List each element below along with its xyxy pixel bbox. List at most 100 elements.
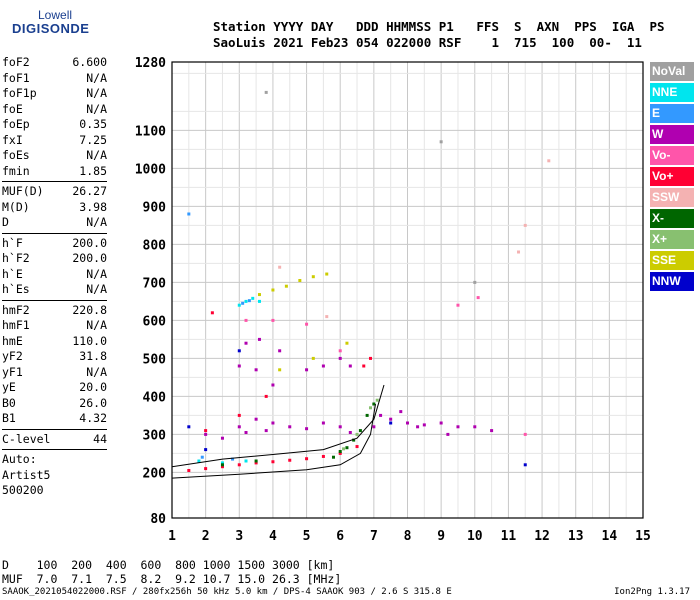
y-tick-label: 800 [143, 238, 167, 253]
data-point-x- [331, 455, 335, 459]
data-point-x- [365, 413, 369, 417]
data-point-nnw [389, 421, 393, 425]
chart-marks [187, 90, 551, 472]
x-tick-label: 10 [467, 529, 483, 544]
data-point-vo- [271, 318, 275, 322]
data-point-x- [220, 463, 224, 467]
data-point-vo- [210, 311, 214, 315]
legend-item-vo-: Vo- [650, 146, 694, 165]
auto-code: 500200 [2, 483, 44, 497]
footer-file-info: SAAOK_2021054022000.RSF / 280fx256h 50 k… [2, 587, 452, 597]
param-row: h`E N/A [2, 266, 107, 281]
data-point-nnw [204, 448, 208, 452]
data-point-w [439, 421, 443, 425]
legend-item-ssw: SSW [650, 188, 694, 207]
data-point-w [338, 425, 342, 429]
params-group-virtual-heights: h`F 200.0 h`F2 200.0 h`E N/A h`Es N/A [2, 236, 107, 298]
chart-ticks: 1 2 3 4 5 6 7 8 9 10 11 12 13 14 158020030040050060070… [135, 56, 651, 544]
data-point-vo- [254, 461, 258, 465]
data-point-ssw [325, 315, 329, 319]
y-tick-label: 600 [143, 314, 167, 329]
data-point-w [321, 364, 325, 368]
legend-item-e: E [650, 104, 694, 123]
data-point-e [247, 299, 251, 303]
param-row: MUF(D) 26.27 [2, 184, 107, 198]
params-divider [2, 181, 107, 182]
data-point-w [379, 413, 383, 417]
data-point-w [406, 421, 409, 425]
data-point-nne [244, 299, 248, 303]
data-point-nne [251, 296, 255, 300]
y-tick-label: 1000 [135, 162, 166, 177]
legend-item-vo-: Vo+ [650, 167, 694, 186]
x-tick-label: 1 [168, 529, 176, 544]
trace-profile [171, 403, 376, 479]
data-point-w [422, 423, 426, 427]
data-point-w [446, 432, 450, 436]
data-point-vo- [338, 349, 342, 353]
data-point-ssw [547, 159, 551, 163]
data-point-vo- [321, 454, 325, 458]
x-tick-label: 7 [370, 529, 378, 544]
data-point-x- [372, 402, 376, 406]
data-point-nne [237, 303, 241, 307]
param-row: fxI 7.25 [2, 132, 107, 147]
params-divider [2, 232, 107, 234]
data-point-nnw [187, 425, 191, 429]
y-tick-label: 1100 [135, 124, 166, 139]
data-point-w [490, 429, 494, 433]
data-point-w [416, 425, 420, 429]
param-row: foF1 N/A [2, 70, 107, 85]
data-point-w [338, 356, 342, 360]
data-point-sse [278, 368, 282, 372]
param-row: foF2 6.600 [2, 55, 107, 69]
data-point-sse [257, 293, 261, 297]
data-point-vo- [456, 303, 460, 307]
data-point-w [348, 431, 352, 434]
x-tick-label: 11 [501, 529, 517, 544]
data-point-vo- [204, 429, 208, 433]
logo-digisonde-text: DIGISONDE [12, 21, 90, 36]
y-tick-label: 80 [150, 512, 166, 527]
data-point-x- [355, 432, 359, 436]
x-tick-label: 6 [336, 529, 344, 544]
x-tick-label: 2 [202, 529, 210, 544]
data-point-vo- [187, 469, 191, 472]
data-point-vo- [237, 413, 241, 417]
data-point-sse [271, 288, 275, 292]
data-point-vo- [237, 463, 241, 467]
data-point-w [254, 417, 258, 421]
params-divider [2, 428, 107, 430]
data-point-sse [325, 272, 329, 276]
clevel-row: C-level 44 [2, 431, 107, 446]
data-point-nne [244, 459, 248, 463]
data-point-vo- [288, 458, 292, 462]
parameters-panel: foF2 6.600 foF1 N/A foF1p N/A foE N/A foEp 0.… [2, 55, 107, 499]
data-point-e [200, 455, 204, 459]
data-point-w [244, 341, 248, 345]
data-point-w [237, 425, 241, 429]
data-point-w [278, 349, 282, 353]
data-point-w [305, 368, 309, 372]
data-point-nne [257, 299, 261, 303]
y-tick-label: 900 [143, 200, 167, 215]
data-point-w [389, 417, 393, 421]
data-point-nne [197, 459, 201, 463]
data-point-ssw [523, 223, 527, 227]
data-point-nnw [523, 463, 527, 467]
x-tick-label: 5 [303, 529, 311, 544]
distance-row: D 100 200 400 600 800 1000 1500 3000 [km… [2, 558, 335, 572]
data-point-vo- [204, 467, 208, 471]
chart-traces [171, 384, 385, 479]
param-row: yF2 31.8 [2, 349, 107, 363]
param-row: D N/A [2, 215, 107, 229]
data-point-w [237, 364, 241, 368]
data-point-vo- [244, 318, 248, 322]
data-point-w [264, 429, 268, 433]
muf-row: MUF 7.0 7.1 7.5 8.2 9.2 10.7 15.0 26.3 [… [2, 572, 342, 586]
data-point-nnw [237, 349, 241, 353]
data-point-vo- [355, 445, 359, 449]
param-row: foEs N/A [2, 148, 107, 162]
data-point-w [204, 432, 208, 436]
x-tick-label: 14 [602, 529, 618, 544]
